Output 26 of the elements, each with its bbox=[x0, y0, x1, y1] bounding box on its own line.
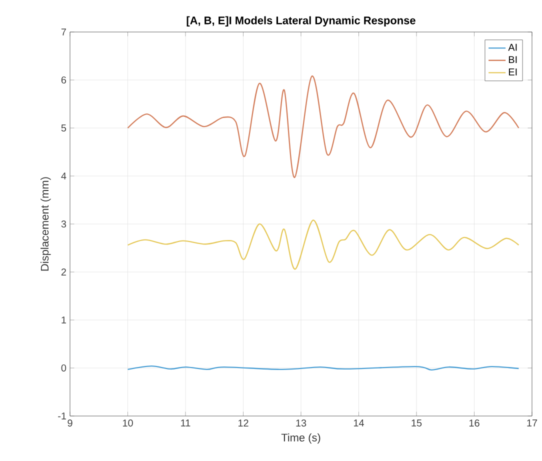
legend-label: BI bbox=[508, 56, 517, 64]
x-tick-label: 10 bbox=[122, 420, 133, 427]
y-tick-label: 1 bbox=[62, 316, 66, 324]
x-tick-label: 13 bbox=[296, 420, 306, 427]
line-series bbox=[127, 220, 520, 270]
x-tick-label: 15 bbox=[412, 420, 422, 426]
x-axis-title: Time (s) bbox=[281, 433, 320, 444]
x-tick-label: 17 bbox=[527, 420, 538, 426]
y-tick-label: 7 bbox=[61, 28, 66, 36]
legend-label: EI bbox=[508, 68, 517, 76]
x-tick-label: 16 bbox=[469, 420, 480, 427]
chart-title: [A, B, E]I Models Lateral Dynamic Response bbox=[186, 16, 416, 26]
legend-label: AI bbox=[508, 44, 517, 51]
y-tick-label: 2 bbox=[61, 268, 66, 276]
y-tick-label: -1 bbox=[58, 412, 66, 420]
y-tick-label: 0 bbox=[61, 364, 66, 372]
x-tick-label: 12 bbox=[238, 420, 248, 426]
x-tick-label: 9 bbox=[68, 420, 72, 427]
y-axis-title: Displacement (mm) bbox=[40, 177, 51, 271]
x-tick-label: 11 bbox=[181, 420, 190, 426]
y-tick-label: 5 bbox=[61, 124, 66, 132]
x-tick-label: 14 bbox=[354, 420, 364, 426]
y-tick-label: 6 bbox=[61, 76, 66, 84]
y-tick-label: 3 bbox=[61, 220, 66, 228]
y-tick-label: 4 bbox=[61, 172, 66, 180]
line-series bbox=[127, 76, 520, 178]
